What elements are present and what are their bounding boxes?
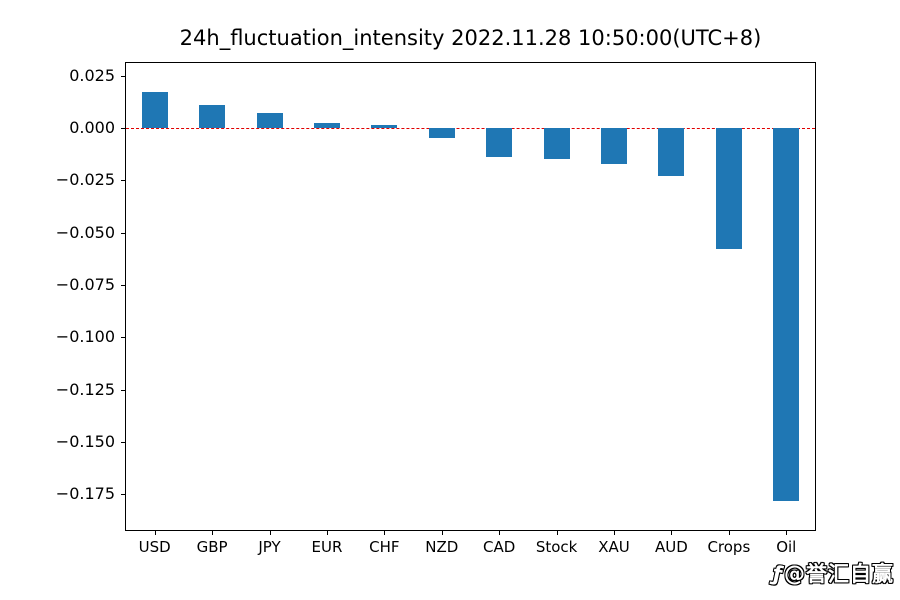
y-tick-mark [121,180,125,182]
y-tick-label: −0.100 [55,327,115,347]
y-tick-label: −0.150 [55,432,115,452]
x-tick-mark [384,531,386,535]
bar-CAD [486,127,513,158]
x-tick-label-USD: USD [138,538,171,556]
y-tick-label: −0.125 [55,379,115,399]
bar-Crops [715,127,742,250]
x-tick-mark [269,531,271,535]
x-tick-mark [556,531,558,535]
x-tick-mark [499,531,501,535]
y-tick-mark [121,494,125,496]
zero-line [126,127,815,129]
y-tick-mark [121,75,125,77]
bar-AUD [658,127,685,177]
bar-CHF [371,124,398,128]
bar-EUR [313,122,340,128]
x-tick-label-XAU: XAU [598,538,630,556]
x-tick-mark [326,531,328,535]
x-tick-label-NZD: NZD [425,538,459,556]
bar-GBP [199,104,226,128]
x-tick-label-Crops: Crops [707,538,751,556]
y-tick-label: −0.025 [55,170,115,190]
y-tick-label: −0.075 [55,274,115,294]
y-tick-mark [121,127,125,129]
x-tick-label-GBP: GBP [196,538,228,556]
x-tick-mark [441,531,443,535]
y-tick-label: −0.175 [55,484,115,504]
x-tick-label-AUD: AUD [655,538,688,556]
y-tick-label: 0.025 [69,65,115,85]
y-tick-label: −0.050 [55,222,115,242]
x-tick-label-CHF: CHF [369,538,400,556]
x-tick-label-JPY: JPY [258,538,281,556]
bar-NZD [428,127,455,139]
y-tick-mark [121,232,125,234]
y-tick-mark [121,442,125,444]
watermark: ƒ@誉汇自赢 [770,558,894,588]
bar-Oil [773,127,800,501]
bar-USD [141,92,168,128]
x-tick-label-EUR: EUR [311,538,343,556]
y-tick-mark [121,337,125,339]
x-tick-mark [154,531,156,535]
x-tick-label-Oil: Oil [776,538,797,556]
y-tick-mark [121,284,125,286]
bar-Stock [543,127,570,160]
y-tick-mark [121,389,125,391]
x-tick-mark [786,531,788,535]
chart-title: 24h_fluctuation_intensity 2022.11.28 10:… [179,26,762,50]
y-tick-label: 0.000 [69,117,115,137]
watermark-text: @誉汇自赢 [784,562,894,586]
plot-area [125,62,816,531]
x-tick-label-Stock: Stock [535,538,578,556]
x-tick-mark [614,531,616,535]
bar-JPY [256,113,283,128]
x-tick-mark [671,531,673,535]
bar-XAU [601,127,628,164]
x-tick-mark [728,531,730,535]
x-tick-label-CAD: CAD [483,538,516,556]
x-tick-mark [212,531,214,535]
